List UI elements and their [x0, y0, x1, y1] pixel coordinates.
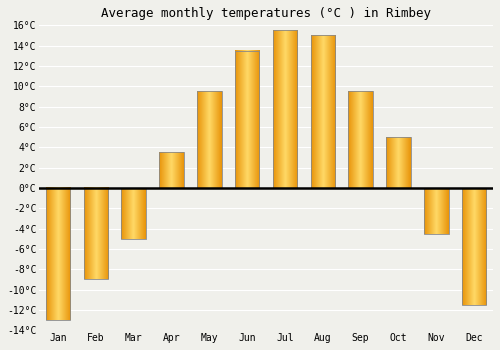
Bar: [272, 30, 297, 188]
Bar: [159, 152, 184, 188]
Bar: [462, 188, 486, 305]
Bar: [348, 91, 373, 188]
Bar: [310, 35, 335, 188]
Bar: [46, 188, 70, 320]
Bar: [386, 137, 411, 188]
Bar: [84, 188, 108, 279]
Bar: [235, 51, 260, 188]
Bar: [122, 188, 146, 239]
Title: Average monthly temperatures (°C ) in Rimbey: Average monthly temperatures (°C ) in Ri…: [101, 7, 431, 20]
Bar: [197, 91, 222, 188]
Bar: [424, 188, 448, 234]
